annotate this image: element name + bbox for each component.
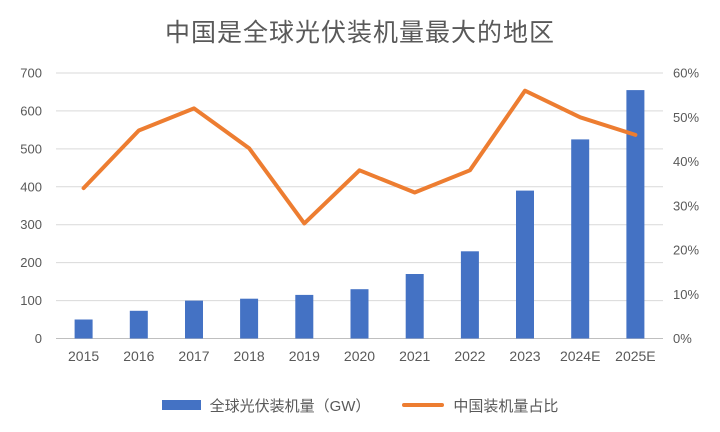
- y-axis-right-tick-10: 10%: [673, 287, 699, 302]
- legend-item-global-capacity: 全球光伏装机量（GW）: [161, 395, 371, 416]
- y-axis-left-tick-500: 500: [20, 141, 42, 156]
- china-share-line: [81, 88, 638, 226]
- legend-bar-label: 全球光伏装机量（GW）: [209, 397, 371, 415]
- y-axis-right-tick-40: 40%: [673, 154, 699, 169]
- bar-2021: [405, 274, 424, 339]
- y-axis-left-tick-200: 200: [20, 255, 42, 270]
- bar-2019: [295, 294, 314, 339]
- legend-bar-swatch: [161, 400, 201, 410]
- x-axis-label-2015: 2015: [68, 348, 99, 364]
- legend: 全球光伏装机量（GW） 中国装机量占比: [0, 392, 720, 418]
- x-axis-label-2021: 2021: [399, 348, 430, 364]
- bar-2022: [460, 251, 479, 339]
- y-axis-left-tick-600: 600: [20, 103, 42, 118]
- y-axis-left-tick-700: 700: [20, 66, 42, 81]
- chart-title: 中国是全球光伏装机量最大的地区: [164, 19, 555, 47]
- x-axis-label-2017: 2017: [178, 348, 209, 364]
- x-axis-label-2016: 2016: [123, 348, 154, 364]
- legend-line-label: 中国装机量占比: [453, 397, 559, 415]
- x-axis-label-2019: 2019: [289, 348, 320, 364]
- bar-2016: [129, 310, 148, 339]
- y-axis-right-tick-0: 0%: [673, 331, 692, 346]
- x-axis-label-2022: 2022: [454, 348, 485, 364]
- x-axis-label-2018: 2018: [234, 348, 265, 364]
- x-axis-label-2025E: 2025E: [615, 348, 655, 364]
- y-axis-left-tick-0: 0: [35, 331, 42, 346]
- y-axis-left-tick-300: 300: [20, 217, 42, 232]
- bar-2018: [240, 298, 259, 339]
- y-axis-right-tick-60: 60%: [673, 66, 699, 81]
- x-axis-label-2024E: 2024E: [560, 348, 600, 364]
- y-axis-right-tick-30: 30%: [673, 198, 699, 213]
- y-axis-left-tick-100: 100: [20, 293, 42, 308]
- bar-2020: [350, 289, 369, 339]
- legend-item-china-share: 中国装机量占比: [402, 395, 558, 416]
- bar-2025E: [626, 90, 645, 339]
- bar-2017: [185, 300, 203, 339]
- y-axis-right-tick-20: 20%: [673, 243, 699, 258]
- y-axis-left-tick-400: 400: [20, 179, 42, 194]
- x-axis-label-2023: 2023: [509, 348, 540, 364]
- legend-line-swatch: [402, 403, 445, 407]
- bar-2015: [74, 319, 93, 339]
- bar-2024E: [571, 139, 590, 339]
- x-axis-label-2020: 2020: [344, 348, 375, 364]
- bar-2023: [516, 190, 534, 339]
- y-axis-right-tick-50: 50%: [673, 110, 699, 125]
